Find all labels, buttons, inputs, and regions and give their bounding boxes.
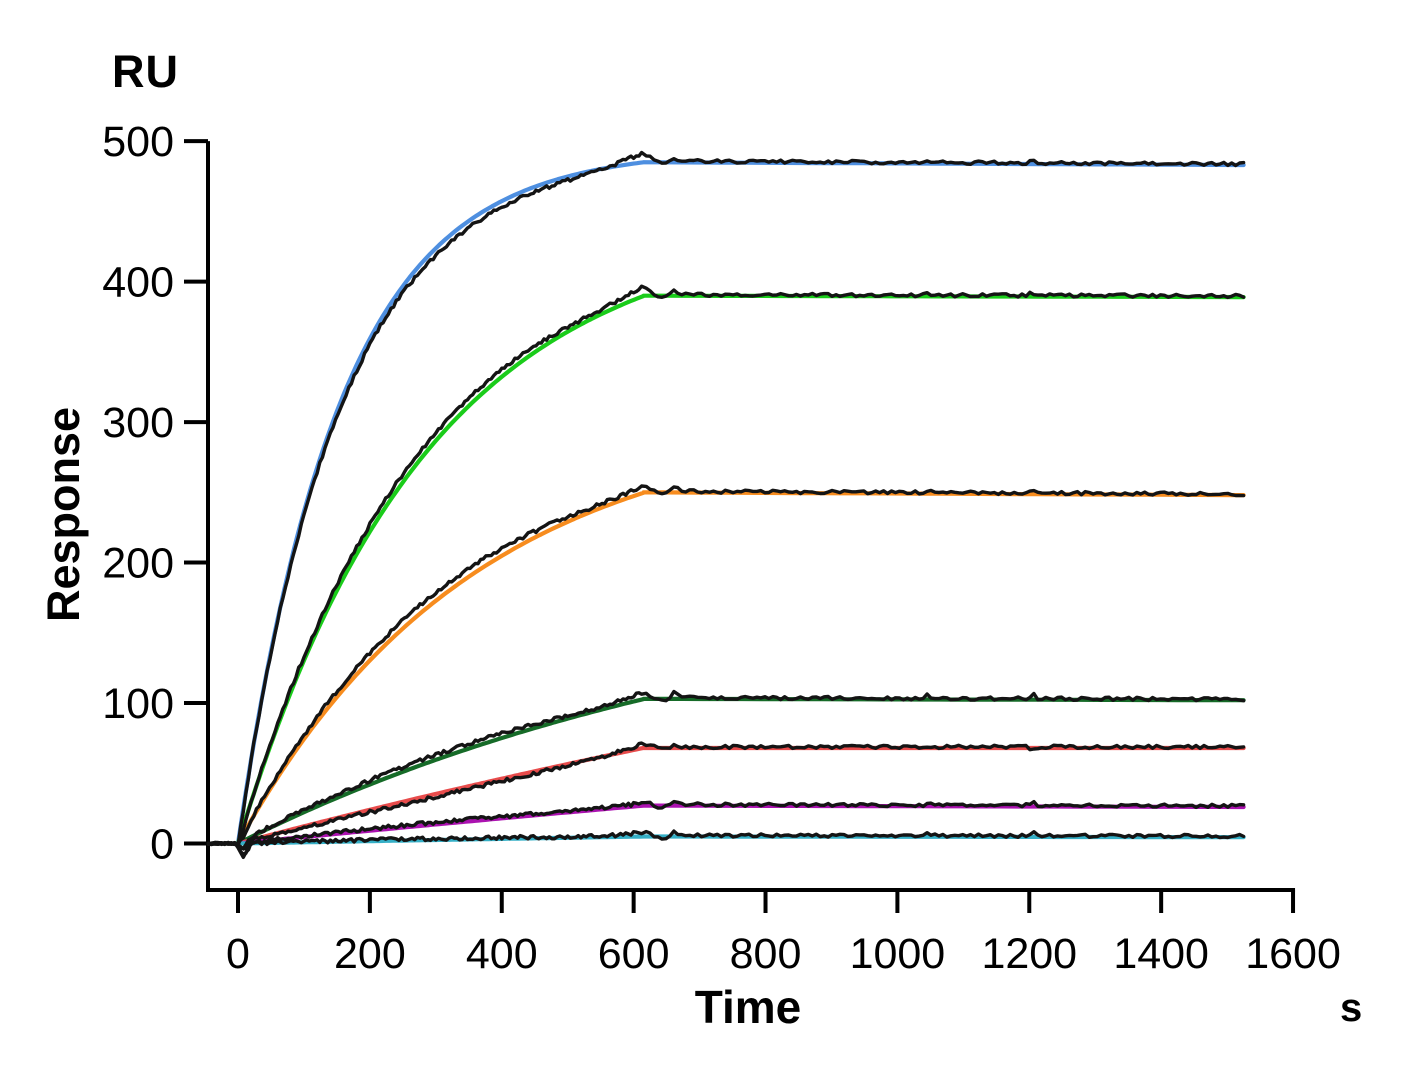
x-tick-label: 600 [598, 930, 670, 978]
y-tick-label: 400 [102, 259, 174, 307]
y-tick-label: 200 [102, 540, 174, 588]
data-trace-curve-5 [206, 741, 1246, 851]
x-tick-label: 200 [334, 930, 406, 978]
y-axis-unit-label: RU [112, 46, 179, 97]
y-tick-label: 0 [150, 821, 174, 869]
x-tick-label: 1400 [1113, 930, 1209, 978]
x-axis-unit-label: s [1340, 986, 1363, 1030]
x-axis-title: Time [694, 981, 802, 1033]
fit-curve-3 [235, 490, 1246, 846]
y-tick-label: 100 [102, 680, 174, 728]
data-trace-curve-4 [206, 689, 1246, 851]
y-tick-label: 500 [102, 118, 174, 166]
data-trace-curve-6 [206, 799, 1246, 856]
fit-curve-2 [235, 293, 1246, 846]
y-axis-title: Response [38, 406, 89, 622]
x-tick-label: 1000 [850, 930, 946, 978]
x-tick-label: 400 [466, 930, 538, 978]
data-trace-curve-7-lowest-conc [206, 829, 1246, 859]
x-tick-label: 1200 [981, 930, 1077, 978]
data-trace-curve-1-highest-conc [206, 150, 1246, 848]
x-tick-label: 800 [730, 930, 802, 978]
data-trace-curve-3 [206, 484, 1246, 847]
data-trace-curve-2 [206, 284, 1246, 848]
x-tick-label: 0 [226, 930, 250, 978]
y-tick-label: 300 [102, 399, 174, 447]
x-tick-label: 1600 [1245, 930, 1341, 978]
fit-curve-4 [235, 696, 1246, 846]
